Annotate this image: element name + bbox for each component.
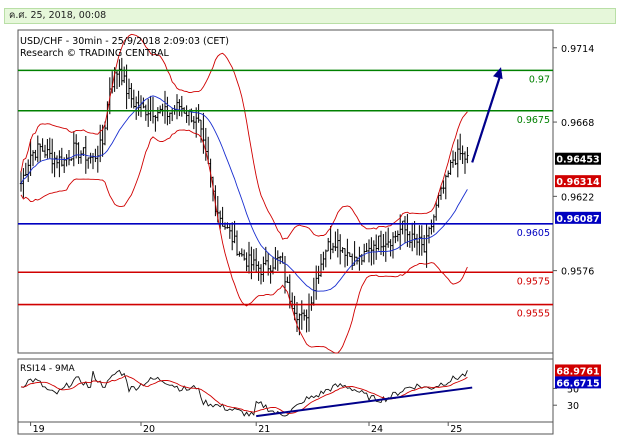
- date-label: ค.ศ. 25, 2018, 00:08: [9, 10, 107, 21]
- top-bar: ค.ศ. 25, 2018, 00:08: [0, 0, 619, 28]
- badge-layer: 0.9714 0.9668 0.9622 0.9576 0.96453 0.96314 0.…: [30, 44, 601, 435]
- date-axis-frame: [17, 421, 554, 435]
- rsi-badge-bg: [555, 364, 601, 377]
- price-tick-label: 0.9576: [561, 267, 594, 278]
- date-tick-label: 24: [371, 424, 383, 435]
- rsi-badge-bg: [555, 376, 601, 389]
- price-badge-0.96314: 0.96314: [556, 177, 600, 188]
- price-badge-bg: [555, 152, 601, 165]
- price-badge-bg: [555, 175, 601, 188]
- price-badge-bg: [555, 211, 601, 224]
- level-layer: 0.97 0.9675 0.9605 0.9575 0.9555: [18, 67, 553, 320]
- level-label-0.9605: 0.9605: [517, 228, 550, 239]
- rsi-label: RSI14 - 9MA: [20, 364, 76, 374]
- rsi-line: [20, 369, 468, 417]
- price-tick-label: 0.9622: [561, 192, 594, 203]
- date-tick-label: 19: [33, 424, 45, 435]
- price-tick-label: 0.9714: [561, 44, 594, 55]
- rsi-tick-label: 30: [567, 401, 579, 412]
- level-label-0.9575: 0.9575: [517, 276, 550, 287]
- price-tick-label: 0.9668: [561, 118, 594, 129]
- rsi-tick-label: 50: [567, 384, 579, 395]
- price-badge-0.96087: 0.96087: [556, 214, 599, 225]
- date-tick-label: 25: [450, 424, 462, 435]
- rsi-badge-68.9761: 68.9761: [556, 366, 599, 377]
- chart-title: USD/CHF - 30min - 25/9/2018 2:09:03 (CET…: [20, 36, 229, 47]
- date-tick-label: 20: [143, 424, 155, 435]
- plot-layer: [19, 33, 473, 418]
- level-label-0.9555: 0.9555: [517, 309, 550, 320]
- projection-arrow-line: [471, 72, 503, 163]
- moving-average-line: [20, 95, 468, 292]
- level-label-0.97: 0.97: [529, 74, 550, 85]
- chart-subtitle: Research © TRADING CENTRAL: [20, 48, 169, 59]
- rsi-badge-66.6715: 66.6715: [556, 378, 599, 389]
- rsi-trendline: [256, 386, 473, 418]
- level-label-0.9675: 0.9675: [517, 115, 550, 126]
- price-panel-frame: [17, 29, 554, 354]
- date-strip: ค.ศ. 25, 2018, 00:08: [4, 8, 616, 24]
- date-tick-label: 21: [258, 424, 270, 435]
- price-badge-0.96453: 0.96453: [556, 155, 599, 166]
- projection-arrow-head: [493, 67, 503, 80]
